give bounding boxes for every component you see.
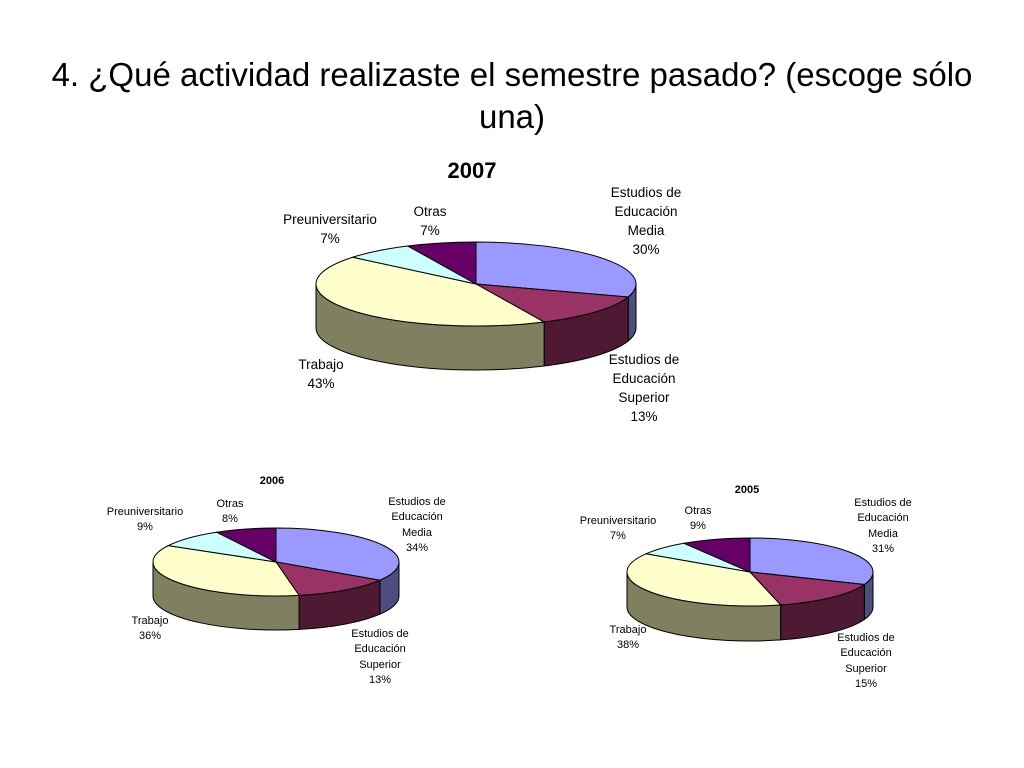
slice-label-name: Educación <box>612 370 676 386</box>
pie-slice <box>475 283 630 323</box>
slice-label: Trabajo 43% <box>241 356 401 394</box>
slice-label-percent: 8% <box>222 512 238 525</box>
slice-label: Preuniversitario 7% <box>250 211 410 249</box>
pie-slice <box>748 571 866 606</box>
chart-title: 2006 <box>259 475 285 487</box>
pie-slice <box>475 241 637 298</box>
slice-label-name: Superior <box>359 658 401 671</box>
pie-slice <box>749 537 874 586</box>
slice-label-percent: 9% <box>690 519 706 532</box>
slice-label-name: Otras <box>413 204 447 219</box>
slice-label-percent: 7% <box>610 529 626 542</box>
slice-label-name: Estudios de <box>610 185 682 200</box>
pie-slice <box>274 561 382 596</box>
slice-label-name: Estudios de <box>854 497 912 509</box>
slice-label-name: Estudios de <box>837 632 895 644</box>
chart-title: 2005 <box>734 484 760 496</box>
slice-label-name: Otras <box>216 497 244 510</box>
slice-label-name: Media <box>402 526 432 539</box>
slice-label-name: Superior <box>618 389 670 405</box>
slice-label: Estudios de Educación Media 34% <box>337 495 497 557</box>
pie-slice <box>215 527 277 563</box>
slice-label-name: Trabajo <box>298 357 344 372</box>
slice-label-name: Estudios de <box>388 496 446 508</box>
slice-label-name: Educación <box>840 647 892 660</box>
slice-label-percent: 7% <box>320 230 340 246</box>
slice-label-percent: 43% <box>307 375 335 391</box>
pie-slice <box>315 256 546 327</box>
slice-label-name: Educación <box>857 512 909 525</box>
slice-label-name: Trabajo <box>131 614 169 627</box>
chart-title: 2007 <box>447 158 497 183</box>
slice-label-name: Preuniversitario <box>106 505 184 518</box>
slice-label-name: Media <box>627 222 665 238</box>
slice-label: Otras 8% <box>150 497 310 528</box>
slice-label: Preuniversitario 9% <box>65 505 225 536</box>
slice-label-name: Educación <box>614 203 678 219</box>
slice-label-percent: 38% <box>616 638 640 651</box>
pie-slice <box>152 545 300 597</box>
slice-label: Estudios de Educación Media 30% <box>566 184 726 260</box>
slice-label-name: Superior <box>845 662 887 675</box>
slice-label-percent: 34% <box>405 542 429 555</box>
slice-label-percent: 36% <box>138 629 162 642</box>
slice-label-percent: 15% <box>854 678 878 691</box>
slice-label-name: Educación <box>391 511 443 524</box>
slice-label-percent: 7% <box>420 222 440 238</box>
slice-label: Estudios de Educación Superior 15% <box>786 631 946 693</box>
slice-label: Otras 7% <box>350 203 510 241</box>
pie-slice <box>406 241 477 285</box>
slice-label: Estudios de Educación Media 31% <box>803 496 963 558</box>
slice-label-percent: 13% <box>630 408 658 424</box>
slice-label: Otras 9% <box>618 504 778 535</box>
slice-label-percent: 30% <box>632 241 660 257</box>
slice-label-name: Preuniversitario <box>283 212 377 227</box>
slice-label-name: Estudios de <box>351 628 409 640</box>
pie-slice <box>682 537 751 573</box>
slide-title: 4. ¿Qué actividad realizaste el semestre… <box>51 56 973 135</box>
slice-label-name: Otras <box>684 504 712 517</box>
slice-label-name: Estudios de <box>608 352 680 367</box>
slice-label-percent: 9% <box>137 520 153 533</box>
slice-label: Trabajo 36% <box>70 614 230 645</box>
slice-label-percent: 31% <box>871 543 895 556</box>
slice-label-percent: 13% <box>368 674 392 687</box>
slice-label: Estudios de Educación Superior 13% <box>564 351 724 427</box>
pie-slice <box>626 553 782 607</box>
slice-label: Estudios de Educación Superior 13% <box>300 627 460 689</box>
slice-label-name: Preuniversitario <box>579 514 657 527</box>
slice-label-name: Media <box>868 527 898 540</box>
slice-label-name: Trabajo <box>609 623 647 636</box>
slice-label: Trabajo 38% <box>548 623 708 654</box>
slice-label-name: Educación <box>354 643 406 656</box>
slice-label: Preuniversitario 7% <box>538 514 698 545</box>
